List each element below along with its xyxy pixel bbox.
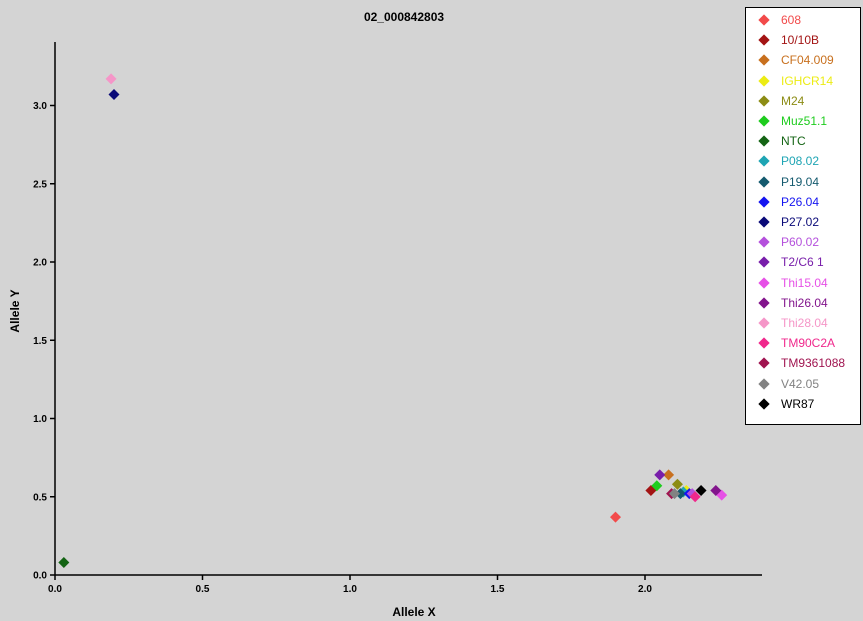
y-tick-label: 2.0	[33, 258, 47, 269]
legend-item: TM9361088	[746, 353, 862, 373]
data-point-ntc	[58, 556, 70, 568]
legend-label: TM9361088	[781, 356, 846, 371]
legend-marker	[758, 357, 770, 370]
legend-label: IGHCR14	[781, 73, 834, 88]
legend-label: P19.04	[781, 174, 820, 189]
legend-label: Thi26.04	[781, 295, 828, 310]
legend-label: V42.05	[781, 376, 820, 391]
legend-marker	[758, 377, 770, 390]
legend-label: CF04.009	[781, 53, 834, 68]
x-tick-label: 0.0	[48, 584, 62, 595]
legend-item: P08.02	[746, 151, 862, 171]
data-point-cf04-009	[663, 469, 675, 481]
legend-label: TM90C2A	[781, 336, 836, 351]
legend-item: P60.02	[746, 232, 862, 252]
legend-item: WR87	[746, 394, 862, 414]
legend-label: P60.02	[781, 235, 820, 250]
legend-label: Thi28.04	[781, 316, 828, 330]
legend-item: P27.02	[746, 212, 862, 232]
legend-marker	[758, 155, 770, 168]
legend-marker	[758, 297, 770, 309]
x-tick-label: 1.0	[343, 584, 357, 595]
legend-label: P08.02	[781, 154, 820, 169]
legend-label: 10/10B	[781, 33, 820, 48]
legend-item: T2/C6 1	[746, 252, 862, 272]
data-point-m24	[671, 478, 683, 490]
legend-item: IGHCR14	[746, 71, 862, 91]
legend-item: Thi15.04	[746, 273, 862, 293]
data-point-p19-04	[674, 488, 686, 500]
legend-label: P26.04	[781, 194, 820, 209]
y-tick-label: 3.0	[33, 101, 47, 112]
data-point-thi28-04	[105, 73, 117, 85]
data-point-v42-05	[669, 488, 680, 500]
legend-marker	[758, 14, 770, 26]
x-axis-label: Allele X	[392, 605, 435, 619]
chart-title: 02_000842803	[364, 10, 444, 24]
data-point-thi26-04	[710, 484, 722, 496]
data-point-608	[610, 511, 621, 523]
legend-item: Thi28.04	[746, 313, 862, 333]
legend-item: P19.04	[746, 172, 862, 192]
legend-marker	[758, 135, 770, 147]
data-point-wr87	[695, 484, 707, 496]
data-point-t2-c6-1	[654, 469, 666, 481]
legend-item: CF04.009	[746, 50, 862, 70]
legend-label: NTC	[781, 134, 806, 149]
legend-label: Muz51.1	[781, 114, 828, 128]
legend-item: Thi26.04	[746, 293, 862, 313]
y-tick-label: 1.0	[33, 414, 47, 425]
y-axis-label: Allele Y	[8, 289, 22, 332]
legend-marker	[758, 216, 770, 228]
legend-item: 608	[746, 10, 862, 30]
legend-marker	[758, 95, 770, 107]
x-tick-label: 0.5	[196, 584, 210, 595]
data-point-tm90c2a	[689, 491, 701, 503]
legend-marker	[758, 74, 770, 87]
legend-item: V42.05	[746, 374, 862, 394]
data-point-muz51-1	[651, 480, 663, 492]
legend-marker	[758, 256, 770, 269]
y-tick-label: 0.0	[33, 571, 47, 582]
legend-item: Muz51.1	[746, 111, 862, 131]
legend-marker	[758, 276, 770, 289]
y-tick-label: 2.5	[33, 179, 47, 190]
legend-marker	[758, 337, 770, 349]
legend-marker	[758, 54, 770, 67]
legend-item: TM90C2A	[746, 333, 862, 353]
legend-item: NTC	[746, 131, 862, 151]
legend-label: M24	[781, 93, 805, 108]
legend-marker	[758, 398, 770, 410]
y-tick-label: 0.5	[33, 492, 47, 503]
legend-label: 608	[781, 13, 802, 27]
x-tick-label: 1.5	[491, 584, 505, 595]
y-tick-label: 1.5	[33, 336, 47, 347]
legend-label: P27.02	[781, 215, 820, 229]
legend-item: M24	[746, 91, 862, 111]
legend-item: P26.04	[746, 192, 862, 212]
legend-marker	[758, 115, 770, 127]
data-point-p27-02	[108, 89, 120, 101]
legend-marker	[758, 196, 770, 208]
legend-marker	[758, 34, 770, 46]
legend-marker	[758, 175, 770, 188]
legend-item: 10/10B	[746, 30, 862, 50]
legend-label: Thi15.04	[781, 275, 828, 290]
legend: 608 10/10B CF04.009 IGHCR14 M24 Muz51.1 NTC P08…	[745, 7, 861, 425]
legend-label: T2/C6 1	[781, 255, 824, 270]
legend-label: WR87	[781, 396, 815, 411]
legend-marker	[758, 236, 770, 248]
x-tick-label: 2.0	[638, 584, 652, 595]
legend-marker	[758, 317, 770, 329]
